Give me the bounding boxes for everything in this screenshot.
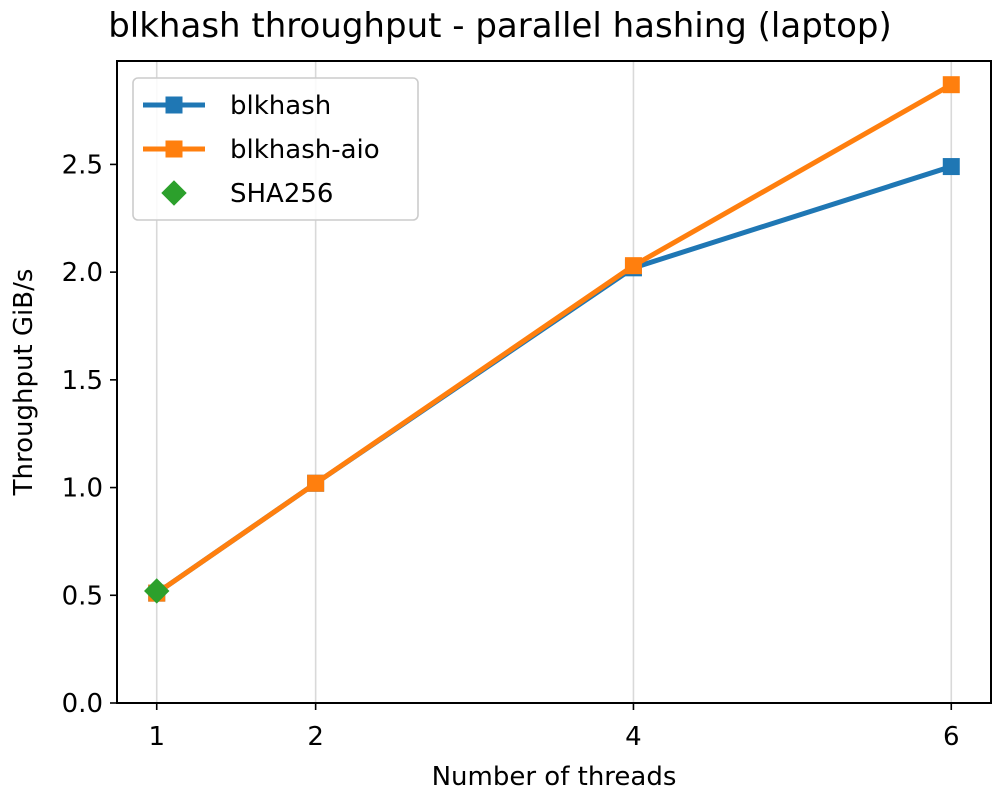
series-layer bbox=[144, 76, 960, 604]
y-tick-label: 0.0 bbox=[62, 689, 103, 719]
chart-title: blkhash throughput - parallel hashing (l… bbox=[108, 6, 892, 46]
y-tick-label: 0.5 bbox=[62, 581, 103, 611]
x-tick-label: 2 bbox=[307, 722, 324, 752]
data-point bbox=[942, 158, 960, 176]
y-tick-label: 1.5 bbox=[62, 366, 103, 396]
plot-frame bbox=[116, 60, 992, 704]
data-point bbox=[624, 257, 642, 275]
legend-item: blkhash bbox=[143, 91, 331, 121]
y-tick-label: 2.5 bbox=[62, 150, 103, 180]
x-tick-label: 6 bbox=[943, 722, 960, 752]
legend-marker bbox=[165, 140, 183, 158]
legend-label: blkhash bbox=[230, 91, 331, 121]
y-axis-label: Throughput GiB/s bbox=[9, 269, 39, 497]
y-tick-label: 2.0 bbox=[62, 258, 103, 288]
legend-box bbox=[132, 77, 419, 221]
legend-label: blkhash-aio bbox=[230, 135, 380, 165]
data-point bbox=[144, 578, 170, 604]
legend-label: SHA256 bbox=[230, 179, 333, 209]
legend-item: blkhash-aio bbox=[143, 135, 380, 165]
legend: blkhash blkhash-aio SHA256 bbox=[132, 77, 419, 221]
legend-item: SHA256 bbox=[161, 179, 333, 209]
legend-marker bbox=[161, 180, 187, 206]
y-tick-label: 1.0 bbox=[62, 474, 103, 504]
x-tick-label: 4 bbox=[625, 722, 642, 752]
x-tick-label: 1 bbox=[148, 722, 165, 752]
series-sha256 bbox=[144, 578, 170, 604]
legend-marker bbox=[165, 96, 183, 114]
x-axis-label: Number of threads bbox=[432, 762, 677, 792]
tick-layer: 1 2 4 6 0.0 0.5 1.0 1.5 2.0 2.5 bbox=[62, 150, 960, 752]
data-point bbox=[307, 474, 325, 492]
series-line bbox=[155, 82, 953, 596]
series-blkhash bbox=[148, 158, 960, 602]
series-line bbox=[155, 164, 953, 596]
data-point bbox=[942, 76, 960, 94]
